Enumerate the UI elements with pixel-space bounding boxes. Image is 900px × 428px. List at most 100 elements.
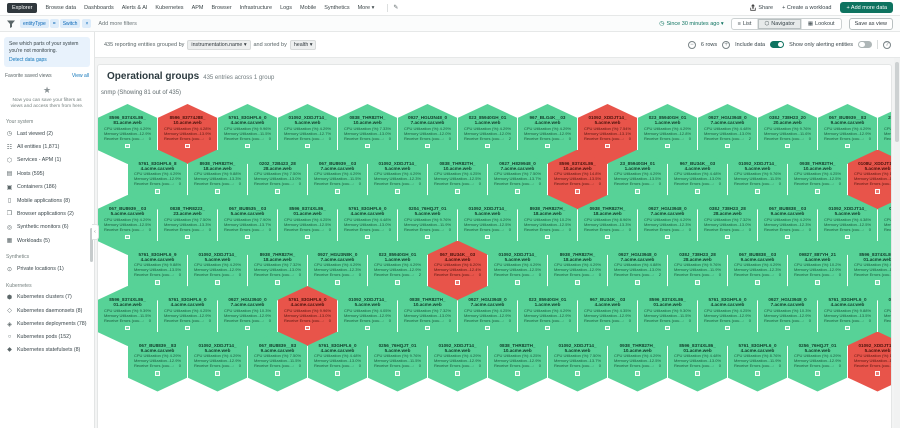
- add-more-filters[interactable]: Add more filters: [98, 20, 137, 27]
- hexagon-entity[interactable]: 29827_BKTYH_214.acme.web CPU Utilization …: [878, 104, 891, 164]
- nav-item-explorer[interactable]: Explorer: [7, 2, 38, 13]
- entity-checkbox[interactable]: [365, 325, 370, 331]
- nav-item-dashboards[interactable]: Dashboards: [84, 4, 114, 11]
- hexagon-entity[interactable]: 067_BU34K__03 4.acme.web CPU Utilization (…: [428, 240, 487, 301]
- hexagon-entity[interactable]: 0838_THR82TH_ 10.acme.web CPU Utilization …: [428, 149, 487, 210]
- hexagon-entity[interactable]: 0838_THR82TH_ 10.acme.web CPU Utilization …: [488, 331, 547, 392]
- sidebar-scrollbar[interactable]: [90, 228, 93, 262]
- entity-checkbox[interactable]: [635, 371, 640, 376]
- nav-item-more[interactable]: More ▾: [357, 4, 375, 11]
- entity-checkbox[interactable]: [155, 280, 160, 285]
- sidebar-item-containers[interactable]: ▣ Containers (186): [0, 181, 94, 194]
- entity-checkbox[interactable]: [335, 371, 340, 376]
- entity-checkbox[interactable]: [485, 325, 490, 331]
- entity-checkbox[interactable]: [305, 325, 310, 331]
- hexagon-entity[interactable]: 967_BU34K__03 4.acme.web CPU Utilization (…: [668, 149, 727, 210]
- entity-checkbox[interactable]: [455, 280, 460, 285]
- sidebar-item-kubernetes-deployments[interactable]: ◈ Kubernetes deployments (78): [0, 318, 94, 331]
- entity-checkbox[interactable]: [125, 325, 130, 331]
- hexagon-entity[interactable]: 8938_7HR827H_ 18.acme.web CPU Utilization …: [248, 240, 307, 301]
- entity-checkbox[interactable]: [515, 280, 520, 285]
- detect-data-gaps-link[interactable]: Detect data gaps: [9, 57, 47, 63]
- view-tab-list[interactable]: ≡ List: [732, 18, 759, 29]
- entity-checkbox[interactable]: [725, 325, 730, 331]
- entity-checkbox[interactable]: [605, 143, 610, 149]
- hexagon-entity[interactable]: 067_BU8535__03 5.acme.car.web CPU Utilizat…: [218, 195, 277, 255]
- hexagon-entity[interactable]: 038J_738H23_20 20.acme.web CPU Utilization…: [758, 104, 817, 164]
- entity-checkbox[interactable]: [575, 371, 580, 376]
- entity-checkbox[interactable]: [185, 234, 190, 240]
- hexagon-entity[interactable]: 067_BU8839__83 9.acme.car.web CPU Utilizat…: [248, 331, 307, 392]
- sidebar-item-synthetic-monitors[interactable]: ◎ Synthetic monitors (6): [0, 221, 94, 234]
- sidebar-item-browser-applications[interactable]: ❒ Browser applications (2): [0, 207, 94, 220]
- entity-checkbox[interactable]: [485, 143, 490, 149]
- entity-checkbox[interactable]: [395, 280, 400, 285]
- entity-checkbox[interactable]: [725, 143, 730, 149]
- sidebar-collapse-handle[interactable]: ‹: [92, 224, 99, 240]
- entity-checkbox[interactable]: [395, 371, 400, 376]
- hexagon-entity[interactable]: 0927_HGU3N8K_0 7.acme.car.web CPU Utilizat…: [308, 240, 367, 301]
- entity-checkbox[interactable]: [425, 325, 430, 331]
- hexagon-entity[interactable]: 0938_THR82TH_ 10.acme.web CPU Utilization …: [788, 149, 847, 210]
- entity-checkbox[interactable]: [215, 371, 220, 376]
- entity-checkbox[interactable]: [185, 325, 190, 331]
- entity-checkbox[interactable]: [815, 280, 820, 285]
- sidebar-item-services-apm[interactable]: ⬡ Services - APM (1): [0, 154, 94, 167]
- hexagon-entity[interactable]: 0927_H829948_0 7.acme.car.web CPU Utilizat…: [488, 149, 547, 210]
- zoom-in-icon[interactable]: +: [722, 40, 731, 49]
- hexagon-entity[interactable]: 0256_76HQJT_01 5.acme.web CPU Utilization …: [788, 331, 847, 392]
- entity-checkbox[interactable]: [485, 234, 490, 240]
- sidebar-item-last-viewed[interactable]: ◷ Last viewed (2): [0, 127, 94, 140]
- entity-checkbox[interactable]: [845, 143, 850, 149]
- entity-checkbox[interactable]: [785, 325, 790, 331]
- entity-checkbox[interactable]: [665, 325, 670, 331]
- sidebar-item-hosts[interactable]: ▤ Hosts (595): [0, 167, 94, 180]
- hexagon-entity[interactable]: 023_85940GH_01 1.acme.web CPU Utilization …: [368, 240, 427, 301]
- hexagon-entity[interactable]: 0838_THR8223_ 23.acme.web CPU Utilization …: [158, 195, 217, 255]
- show-alerting-toggle[interactable]: [858, 40, 872, 49]
- hexagon-entity[interactable]: 0938_THR827H_ 10.acme.web CPU Utilization …: [608, 331, 667, 392]
- view-all-link[interactable]: View all: [71, 73, 89, 79]
- entity-checkbox[interactable]: [455, 189, 460, 194]
- entity-checkbox[interactable]: [305, 143, 310, 149]
- entity-checkbox[interactable]: [575, 280, 580, 285]
- hexagon-entity[interactable]: 5761_83GHFL6_8 4.acme.car.web CPU Utilizat…: [128, 149, 187, 210]
- zoom-out-icon[interactable]: −: [687, 40, 696, 49]
- entity-checkbox[interactable]: [605, 325, 610, 331]
- filter-chip-value[interactable]: Switch: [59, 19, 81, 28]
- entity-checkbox[interactable]: [275, 371, 280, 376]
- hexagon-entity[interactable]: 8938_7HR827H_ 18.acme.web CPU Utilization …: [548, 240, 607, 301]
- filter-chip-key[interactable]: entityType: [20, 19, 49, 28]
- entity-checkbox[interactable]: [545, 143, 550, 149]
- page-scrollbar[interactable]: [894, 58, 900, 428]
- hexagon-entity[interactable]: 023_85940GH_01 1.acme.web CPU Utilization …: [638, 104, 697, 164]
- hexagon-entity[interactable]: 0938_THR827H_ 18.acme.web CPU Utilization …: [578, 195, 637, 255]
- sidebar-item-private-locations[interactable]: ⊙ Private locations (1): [0, 262, 94, 275]
- entity-checkbox[interactable]: [605, 234, 610, 240]
- entity-checkbox[interactable]: [635, 189, 640, 194]
- entity-checkbox[interactable]: [695, 280, 700, 285]
- help-icon[interactable]: ?: [883, 40, 891, 49]
- hexagon-entity[interactable]: 8596_8374XL86_ 81.acme.web CPU Utilization…: [98, 104, 157, 164]
- entity-checkbox[interactable]: [155, 371, 160, 376]
- hexagon-entity[interactable]: 067_BU8838__03 9.acme.car.web CPU Utilizat…: [758, 195, 817, 255]
- create-workload-button[interactable]: + Create a workload: [782, 4, 832, 11]
- hexagon-entity[interactable]: 067_BU8839__83 9.acme.car.web CPU Utilizat…: [128, 331, 187, 392]
- entity-checkbox[interactable]: [755, 280, 760, 285]
- hexagon-entity[interactable]: 8938_7HR827H_ 18.acme.web CPU Utilization …: [518, 195, 577, 255]
- hexagon-entity[interactable]: 0927_HGU3948_0 7.acme.car.web CPU Utilizat…: [698, 104, 757, 164]
- entity-checkbox[interactable]: [125, 234, 130, 240]
- entity-checkbox[interactable]: [545, 325, 550, 331]
- entity-checkbox[interactable]: [365, 143, 370, 149]
- entity-checkbox[interactable]: [425, 143, 430, 149]
- hexagon-entity[interactable]: 0838_THR82TH_ 10.acme.web CPU Utilization …: [398, 286, 457, 346]
- hexagon-entity[interactable]: 8938_7HR82TH_ 18.acme.web CPU Utilization …: [188, 149, 247, 210]
- entity-checkbox[interactable]: [275, 280, 280, 285]
